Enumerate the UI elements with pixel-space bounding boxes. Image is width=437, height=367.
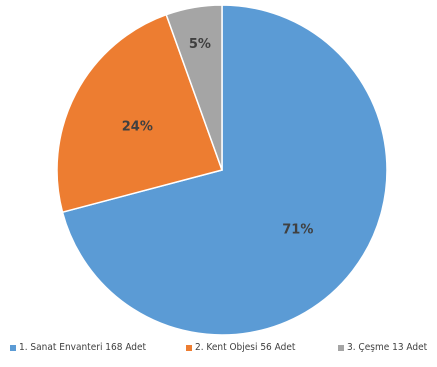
legend-item-2: 2. Kent Objesi 56 Adet (186, 342, 295, 353)
legend: 1. Sanat Envanteri 168 Adet 2. Kent Obje… (2, 342, 437, 358)
legend-swatch-2 (186, 344, 192, 351)
legend-swatch-1 (10, 344, 16, 351)
pie-data-label-1: 71% (282, 222, 313, 237)
pie-slice-3 (165, 4, 223, 171)
legend-swatch-3 (338, 344, 344, 351)
pie-slices (56, 4, 388, 336)
legend-label-1: 1. Sanat Envanteri 168 Adet (19, 342, 147, 353)
pie-data-label-3: 5% (189, 37, 211, 52)
legend-label-3: 3. Çeşme 13 Adet (347, 342, 428, 353)
pie-slice-1 (61, 4, 388, 336)
pie-slice-2 (56, 13, 223, 214)
legend-label-2: 2. Kent Objesi 56 Adet (195, 342, 296, 353)
pie-data-label-2: 24% (122, 120, 153, 135)
legend-item-3: 3. Çeşme 13 Adet (338, 342, 427, 353)
legend-item-1: 1. Sanat Envanteri 168 Adet (10, 342, 146, 353)
pie-data-labels: 71% 24% 5% (122, 37, 314, 237)
